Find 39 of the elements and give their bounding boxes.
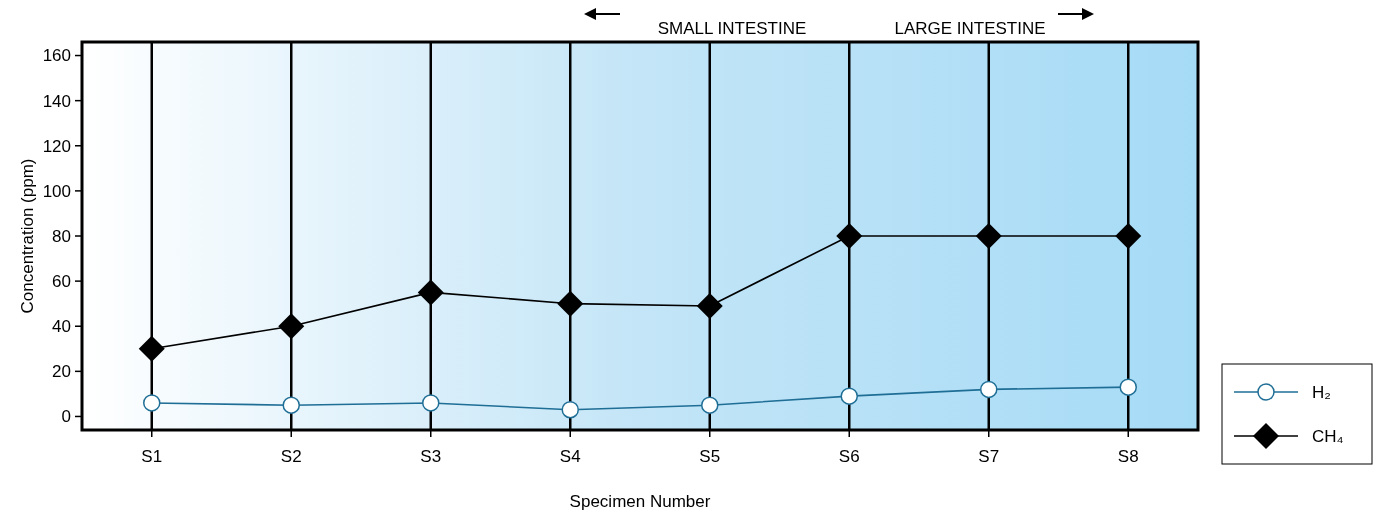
y-tick-label: 120 — [42, 136, 71, 156]
x-tick-label: S4 — [559, 447, 581, 466]
text: LARGE INTESTINE — [894, 19, 1046, 38]
x-tick-label: S5 — [699, 447, 721, 466]
point — [1115, 223, 1142, 249]
point — [840, 387, 858, 405]
x-tick-label: S1 — [141, 447, 163, 466]
point — [561, 400, 579, 419]
y-tick-label: 160 — [42, 46, 71, 66]
y-tick-label: 140 — [42, 91, 71, 111]
point — [980, 380, 998, 399]
y-tick-label: 20 — [52, 362, 71, 382]
point — [417, 279, 444, 306]
text: SMALL INTESTINE — [657, 19, 807, 38]
x-tick-label: S8 — [1117, 447, 1139, 466]
x-axis-title: Specimen Number — [569, 492, 711, 511]
point — [1119, 378, 1137, 396]
y-tick-label: 40 — [52, 317, 71, 337]
y-tick-label: 60 — [52, 272, 71, 292]
point — [557, 290, 584, 317]
y-tick-label: 80 — [52, 226, 71, 246]
point — [282, 396, 300, 414]
point — [836, 223, 863, 249]
legend-label: CH₄ — [1312, 426, 1344, 446]
point — [696, 292, 723, 319]
x-tick-label: S7 — [978, 447, 1000, 466]
point — [143, 394, 161, 412]
point — [278, 313, 305, 340]
point — [975, 223, 1002, 249]
y-tick-label: 100 — [42, 181, 71, 201]
x-tick-label: S3 — [420, 447, 442, 466]
legend-label: H₂ — [1312, 382, 1331, 402]
y-tick-label: 0 — [61, 407, 71, 427]
point — [422, 394, 440, 412]
x-tick-label: S2 — [280, 447, 302, 466]
x-tick-label: S6 — [838, 447, 860, 466]
y-axis-title: Concentration (ppm) — [18, 158, 37, 314]
point — [701, 396, 719, 414]
point — [138, 335, 165, 362]
